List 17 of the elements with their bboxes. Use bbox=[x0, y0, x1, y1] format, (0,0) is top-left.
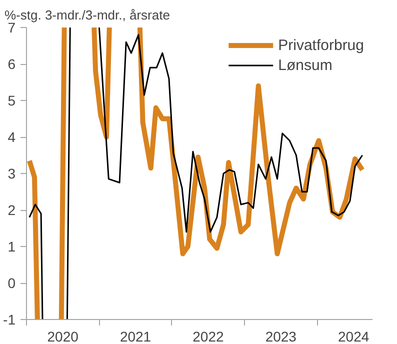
y-tick-label: 5 bbox=[8, 92, 16, 108]
x-tick-label: 2023 bbox=[265, 328, 297, 344]
y-tick-label: 6 bbox=[8, 56, 16, 72]
x-tick-label: 2024 bbox=[338, 328, 370, 344]
y-tick-label: 3 bbox=[8, 166, 16, 182]
y-tick-label: 2 bbox=[8, 202, 16, 218]
legend-label: Lønsum bbox=[278, 56, 332, 74]
x-tick-label: 2022 bbox=[192, 328, 224, 344]
x-tick-label: 2020 bbox=[47, 328, 79, 344]
y-tick-label: 4 bbox=[8, 129, 16, 145]
y-tick-label: 1 bbox=[8, 238, 16, 254]
x-tick-label: 2021 bbox=[120, 328, 152, 344]
legend-label: Privatforbrug bbox=[278, 36, 364, 54]
y-tick-label: 7 bbox=[8, 20, 16, 36]
chart-title: %-stg. 3-mdr./3-mdr., årsrate bbox=[4, 8, 170, 22]
y-tick-label: 0 bbox=[8, 275, 16, 291]
y-tick-label: -1 bbox=[3, 312, 16, 328]
